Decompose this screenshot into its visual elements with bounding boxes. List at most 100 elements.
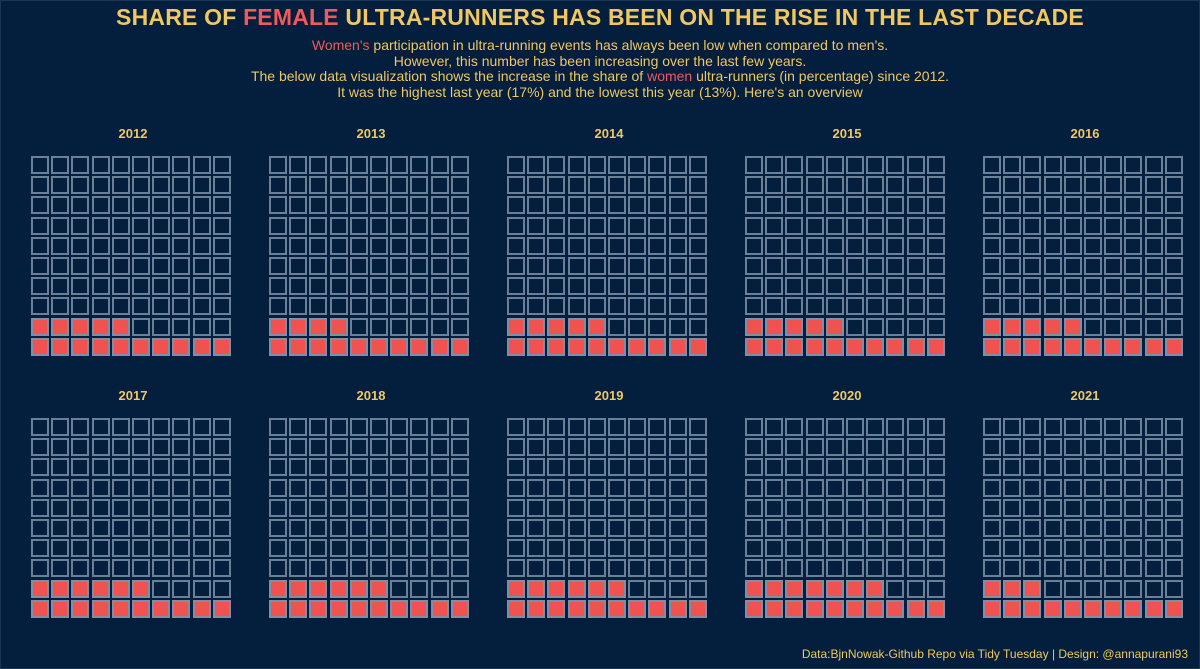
waffle-cell-empty: [527, 156, 546, 174]
waffle-cell-female: [91, 599, 110, 618]
waffle-cell-female: [983, 337, 1001, 356]
waffle-cell-empty: [628, 216, 647, 235]
waffle-cell-empty: [866, 317, 885, 336]
waffle-cell-empty: [648, 478, 667, 497]
waffle-cell-empty: [430, 216, 449, 235]
waffle-cell-empty: [1104, 539, 1123, 558]
waffle-cell-empty: [648, 498, 667, 517]
waffle-cell-empty: [1144, 156, 1163, 174]
waffle-cell-empty: [668, 478, 687, 497]
waffle-cell-empty: [71, 478, 90, 497]
waffle-cell-empty: [886, 539, 905, 558]
waffle-cell-empty: [390, 317, 409, 336]
waffle-cell-empty: [349, 519, 368, 537]
waffle-cell-empty: [1144, 498, 1163, 517]
waffle-cell-empty: [111, 236, 130, 255]
waffle-cell-empty: [608, 156, 626, 174]
waffle-cell-female: [71, 337, 90, 356]
waffle-cell-empty: [1003, 539, 1022, 558]
waffle-cell-empty: [668, 236, 687, 255]
waffle-cell-empty: [390, 156, 409, 174]
waffle-cell-female: [567, 337, 586, 356]
waffle-cell-empty: [587, 216, 606, 235]
waffle-cell-female: [785, 317, 804, 336]
waffle-cell-empty: [688, 196, 707, 215]
waffle-cell-empty: [212, 498, 231, 517]
waffle-cell-empty: [51, 156, 70, 174]
waffle-cell-empty: [390, 216, 409, 235]
waffle-cell-empty: [329, 478, 348, 497]
waffle-cell-empty: [1164, 317, 1183, 336]
waffle-cell-empty: [1063, 519, 1082, 537]
waffle-cell-empty: [866, 277, 885, 296]
waffle-cell-empty: [805, 156, 824, 174]
waffle-cell-empty: [1084, 438, 1102, 457]
waffle-cell-empty: [410, 317, 429, 336]
waffle-cell-empty: [688, 458, 707, 477]
waffle-cell-empty: [410, 236, 429, 255]
waffle-cell-empty: [765, 478, 784, 497]
waffle-cell-empty: [1124, 216, 1143, 235]
waffle-cell-empty: [1124, 156, 1143, 174]
waffle-cell-empty: [1144, 236, 1163, 255]
waffle-cell-empty: [390, 297, 409, 316]
waffle-cell-empty: [430, 196, 449, 215]
waffle-cell-empty: [587, 539, 606, 558]
waffle-panel-2018: 2018: [269, 388, 473, 620]
waffle-cell-empty: [71, 458, 90, 477]
waffle-cell-empty: [390, 277, 409, 296]
waffle-cell-empty: [309, 539, 328, 558]
waffle-cell-empty: [805, 458, 824, 477]
waffle-cell-empty: [172, 216, 191, 235]
waffle-cell-female: [805, 579, 824, 598]
waffle-cell-empty: [1164, 196, 1183, 215]
waffle-cell-empty: [71, 257, 90, 275]
waffle-cell-empty: [507, 196, 525, 215]
waffle-cell-empty: [587, 458, 606, 477]
waffle-cell-female: [289, 599, 308, 618]
waffle-cell-empty: [648, 539, 667, 558]
waffle-cell-empty: [688, 418, 707, 436]
waffle-cell-empty: [1043, 519, 1062, 537]
waffle-cell-empty: [1164, 559, 1183, 578]
waffle-cell-empty: [111, 277, 130, 296]
waffle-cell-empty: [527, 478, 546, 497]
waffle-cell-empty: [608, 277, 626, 296]
waffle-cell-empty: [91, 539, 110, 558]
waffle-cell-empty: [309, 176, 328, 195]
waffle-cell-empty: [587, 176, 606, 195]
subtitle-women-highlight: Women's: [311, 37, 370, 53]
waffle-panel-2019: 2019: [507, 388, 711, 620]
waffle-cell-empty: [1063, 297, 1082, 316]
waffle-cell-empty: [111, 519, 130, 537]
waffle-cell-empty: [390, 478, 409, 497]
waffle-cell-empty: [132, 317, 150, 336]
waffle-cell-empty: [846, 458, 864, 477]
waffle-cell-empty: [269, 559, 287, 578]
waffle-cell-empty: [269, 519, 287, 537]
waffle-cell-empty: [410, 216, 429, 235]
waffle-cell-empty: [132, 216, 150, 235]
waffle-cell-empty: [1003, 418, 1022, 436]
waffle-cell-empty: [329, 438, 348, 457]
waffle-cell-empty: [410, 579, 429, 598]
waffle-cell-empty: [192, 257, 211, 275]
waffle-cell-empty: [1063, 257, 1082, 275]
waffle-cell-empty: [91, 418, 110, 436]
waffle-cell-empty: [289, 216, 308, 235]
waffle-year-label: 2015: [832, 126, 862, 141]
waffle-cell-empty: [450, 539, 469, 558]
waffle-cell-female: [1063, 599, 1082, 618]
waffle-cell-empty: [192, 579, 211, 598]
waffle-cell-empty: [765, 438, 784, 457]
waffle-cell-empty: [608, 478, 626, 497]
waffle-cell-empty: [212, 176, 231, 195]
waffle-cell-empty: [825, 156, 844, 174]
waffle-cell-empty: [926, 579, 945, 598]
waffle-cell-empty: [71, 156, 90, 174]
waffle-cell-female: [745, 317, 763, 336]
waffle-cell-empty: [51, 257, 70, 275]
waffle-cell-empty: [983, 498, 1001, 517]
waffle-cell-empty: [1003, 297, 1022, 316]
waffle-cell-empty: [192, 176, 211, 195]
